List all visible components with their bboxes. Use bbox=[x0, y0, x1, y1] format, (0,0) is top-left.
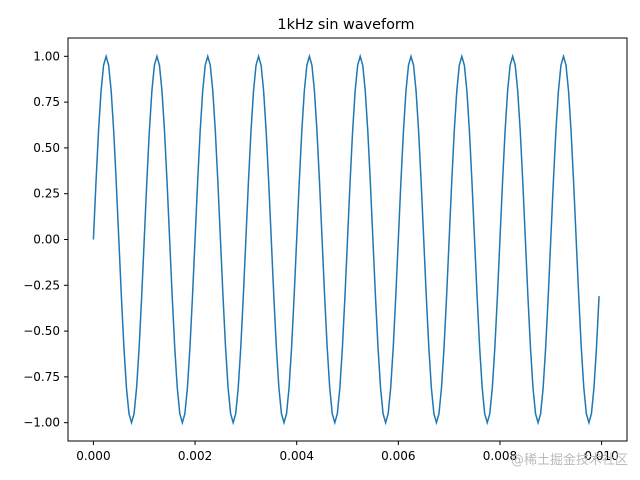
x-tick-label: 0.000 bbox=[76, 449, 110, 463]
y-tick-label: 0.25 bbox=[33, 187, 60, 201]
y-tick-label: 0.00 bbox=[33, 233, 60, 247]
x-tick-label: 0.006 bbox=[381, 449, 415, 463]
y-axis: 1.00 0.75 0.50 0.25 0.00 −0.25 −0.50 −0.75 −1.00 bbox=[23, 49, 68, 430]
x-tick-label: 0.008 bbox=[483, 449, 517, 463]
y-tick-label: −0.75 bbox=[23, 370, 60, 384]
x-tick-label: 0.010 bbox=[584, 449, 618, 463]
watermark: @稀土掘金技术社区 bbox=[511, 452, 628, 468]
x-axis: 0.000 0.002 0.004 0.006 0.008 0.010 bbox=[76, 441, 619, 463]
y-tick-label: 0.75 bbox=[33, 95, 60, 109]
series-line-0 bbox=[92, 53, 600, 426]
y-tick-label: −1.00 bbox=[23, 416, 60, 430]
y-tick-label: 0.50 bbox=[33, 141, 60, 155]
plot-area bbox=[92, 53, 600, 426]
y-tick-label: 1.00 bbox=[33, 49, 60, 63]
chart-title: 1kHz sin waveform bbox=[277, 17, 414, 33]
y-tick-label: −0.25 bbox=[23, 278, 60, 292]
y-tick-label: −0.50 bbox=[23, 324, 60, 338]
x-tick-label: 0.002 bbox=[178, 449, 212, 463]
x-tick-label: 0.004 bbox=[280, 449, 314, 463]
